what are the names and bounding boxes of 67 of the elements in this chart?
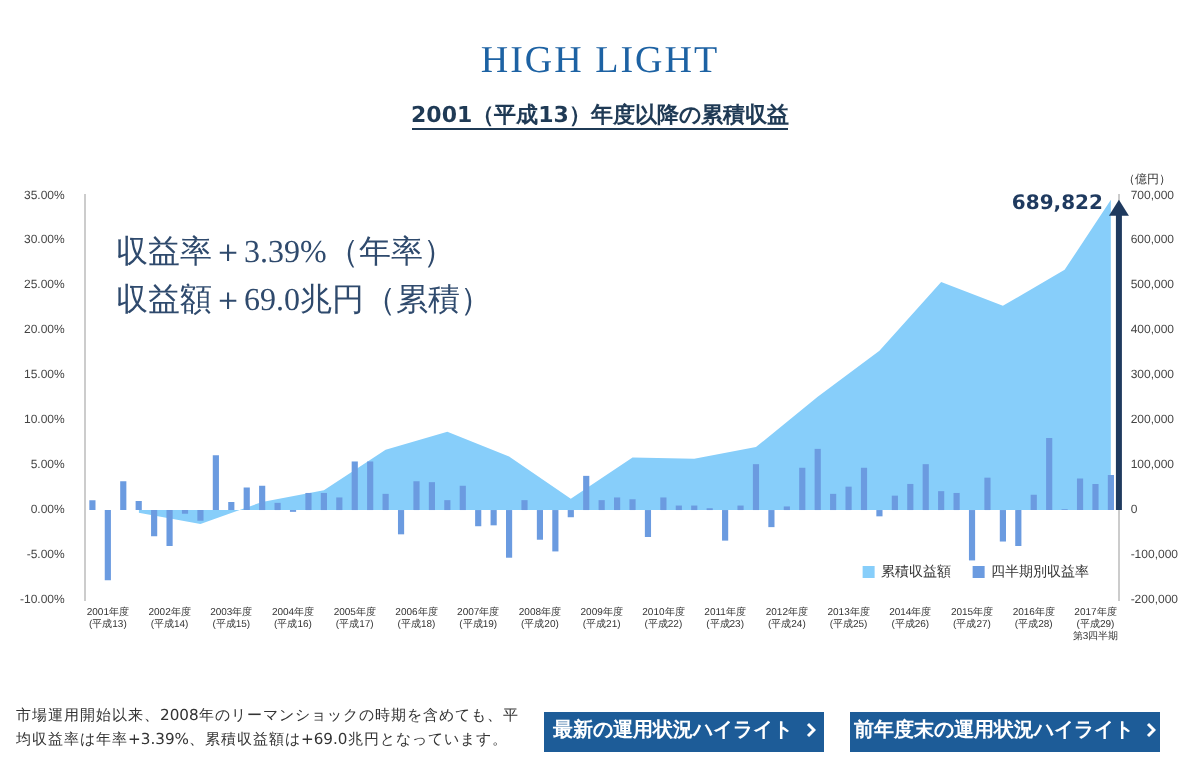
bar — [938, 491, 945, 511]
bar — [583, 475, 590, 511]
bar — [259, 485, 266, 511]
bar — [197, 510, 204, 521]
bar — [768, 510, 775, 528]
bar — [428, 482, 435, 511]
bar — [135, 501, 142, 511]
bar — [320, 492, 327, 511]
bar — [336, 497, 343, 511]
bar — [459, 485, 466, 511]
bar — [907, 483, 914, 511]
bar — [891, 495, 898, 511]
bar — [367, 461, 374, 511]
bar — [166, 510, 173, 547]
bar — [999, 510, 1006, 542]
bar — [397, 510, 405, 535]
bar — [536, 510, 544, 540]
chart-title: HIGH LIGHT — [478, 40, 722, 84]
bar — [351, 461, 358, 511]
bar — [968, 510, 976, 561]
bar — [521, 500, 528, 511]
bar — [830, 493, 837, 511]
bar — [1107, 474, 1114, 511]
bar — [1092, 483, 1099, 511]
bar — [1076, 478, 1084, 511]
annotation: 収益率＋3.39%（年率） — [116, 233, 455, 274]
chart-subtitle: 2001（平成13）年度以降の累積収益 — [411, 102, 789, 130]
bar — [1030, 494, 1037, 511]
bar — [490, 510, 497, 526]
bar — [243, 487, 250, 511]
bar — [151, 510, 158, 537]
bar — [722, 510, 729, 541]
bar — [799, 467, 806, 511]
bar — [1015, 510, 1022, 547]
bar — [567, 510, 574, 518]
text: 最新の運用状況ハイライト — [544, 712, 824, 752]
bar — [845, 486, 852, 511]
bar — [1046, 438, 1053, 511]
bar — [598, 500, 605, 511]
bar — [860, 467, 868, 511]
bar — [305, 492, 312, 511]
bar — [552, 510, 559, 552]
bar — [876, 510, 883, 517]
bar — [104, 510, 111, 581]
bar — [413, 481, 420, 511]
bar — [444, 500, 451, 511]
bar — [814, 448, 821, 511]
bar — [382, 493, 389, 511]
bar — [737, 505, 744, 511]
bar — [660, 497, 667, 511]
bar — [212, 455, 219, 511]
bar — [89, 500, 96, 511]
bar — [922, 464, 929, 511]
annotation: 689,822 — [1011, 192, 1103, 215]
bar — [120, 481, 127, 511]
bar — [614, 497, 621, 511]
annotation: 収益額＋69.0兆円（累積） — [116, 281, 492, 322]
bar — [505, 510, 513, 558]
bar — [984, 477, 991, 511]
bar — [629, 499, 636, 511]
text: 前年度末の運用状況ハイライト — [850, 712, 1160, 752]
bar — [274, 502, 281, 511]
bar — [228, 501, 235, 511]
bar — [475, 510, 482, 527]
bar — [752, 464, 760, 511]
bar — [644, 510, 652, 538]
bar — [953, 492, 960, 511]
